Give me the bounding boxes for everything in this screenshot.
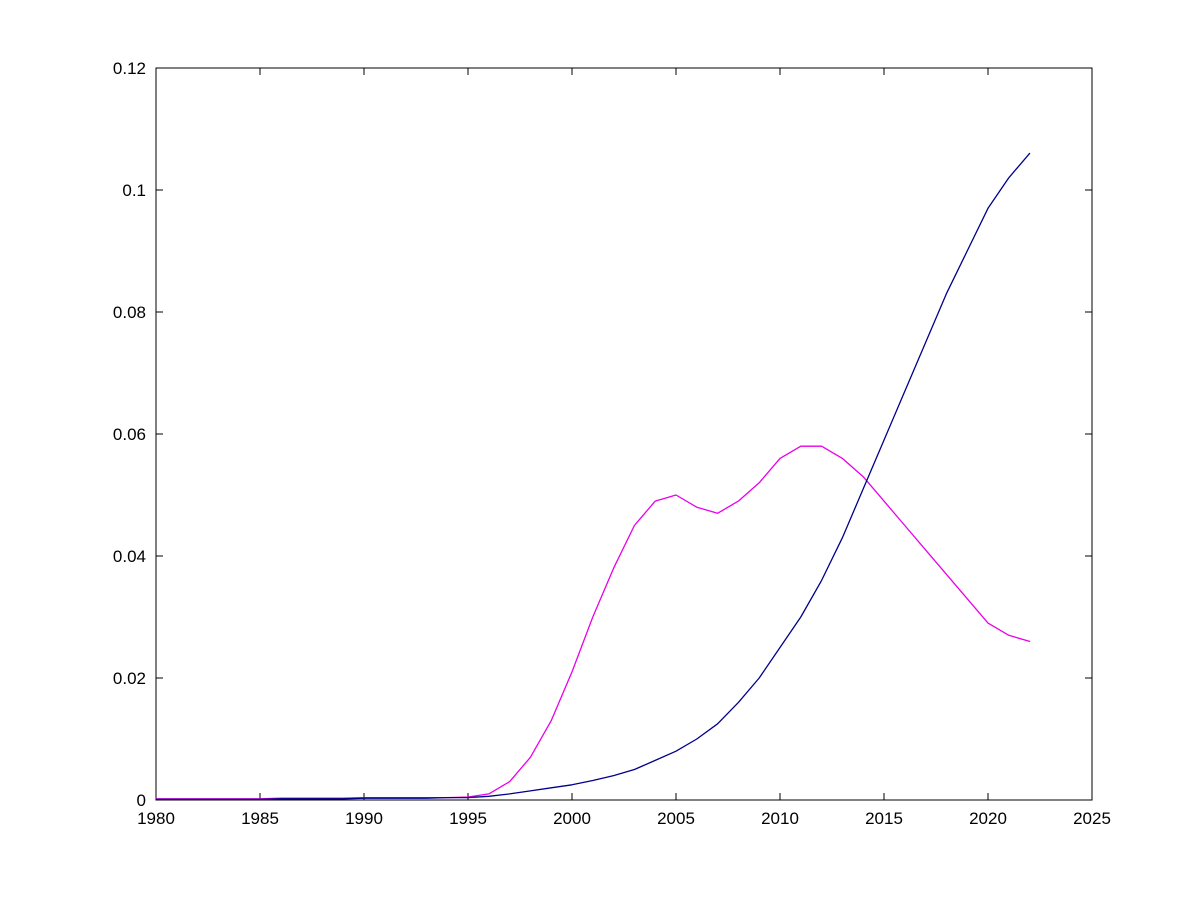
x-tick-label: 1980 <box>137 809 175 828</box>
y-tick-label: 0.04 <box>113 547 146 566</box>
x-tick-label: 2000 <box>553 809 591 828</box>
y-tick-label: 0.12 <box>113 59 146 78</box>
y-tick-label: 0.06 <box>113 425 146 444</box>
x-tick-label: 2010 <box>761 809 799 828</box>
x-tick-label: 1990 <box>345 809 383 828</box>
x-tick-label: 2025 <box>1073 809 1111 828</box>
plot-box <box>155 67 1093 801</box>
x-tick-label: 2015 <box>865 809 903 828</box>
x-tick-label: 2020 <box>969 809 1007 828</box>
y-tick-label: 0 <box>137 791 146 810</box>
magenta-curve <box>155 445 1031 800</box>
x-tick-label: 1995 <box>449 809 487 828</box>
x-tick-label: 1985 <box>241 809 279 828</box>
y-tick-label: 0.02 <box>113 669 146 688</box>
y-tick-label: 0.1 <box>122 181 146 200</box>
dark-blue-curve <box>155 152 1031 801</box>
x-tick-label: 2005 <box>657 809 695 828</box>
y-tick-label: 0.08 <box>113 303 146 322</box>
